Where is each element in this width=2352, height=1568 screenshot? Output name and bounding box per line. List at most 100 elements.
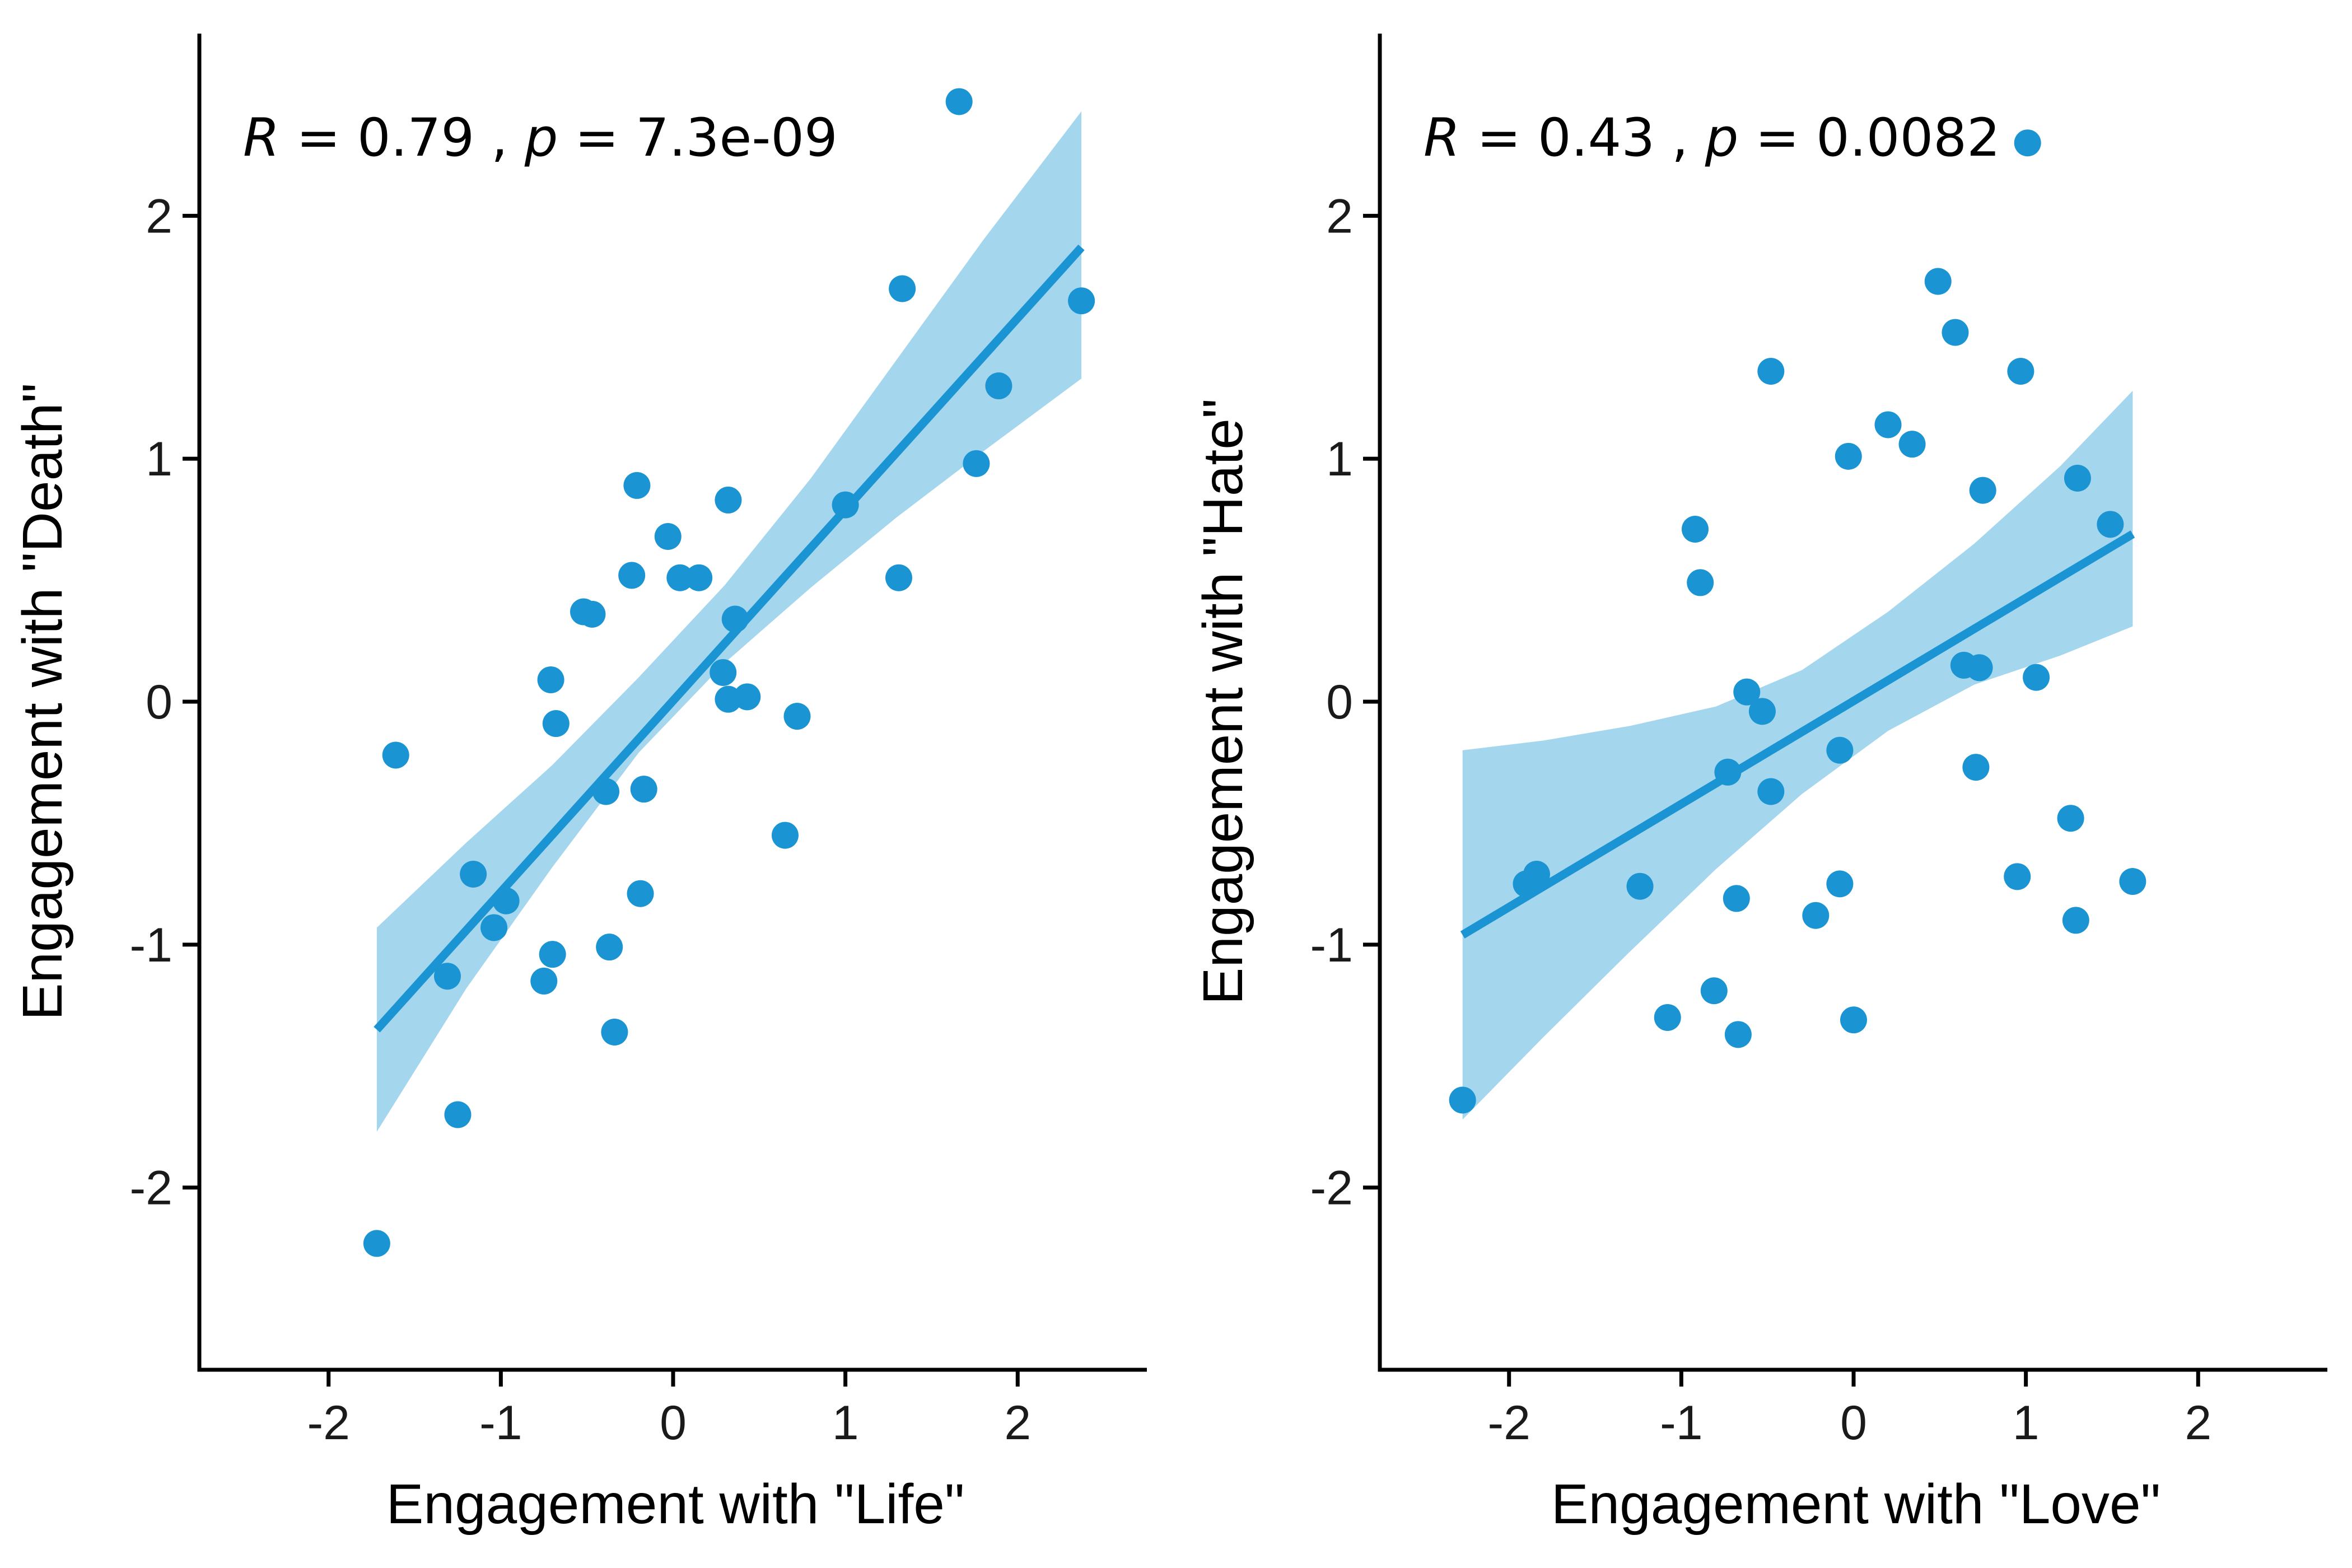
x-axis-title: Engagement with "Love" xyxy=(1551,1473,2160,1536)
data-point xyxy=(382,741,409,769)
p-label: p xyxy=(1705,108,1739,169)
data-point xyxy=(2007,358,2034,385)
x-tick-label: 2 xyxy=(2185,1396,2211,1450)
data-point xyxy=(2014,129,2041,157)
x-tick-label: 1 xyxy=(832,1396,859,1450)
x-tick-label: -2 xyxy=(1487,1396,1530,1450)
data-point xyxy=(1962,754,1990,781)
regression-line xyxy=(374,244,1085,1033)
data-point xyxy=(492,887,520,914)
data-point xyxy=(654,523,682,550)
y-tick-label: -2 xyxy=(130,1161,172,1215)
data-point xyxy=(1654,1004,1681,1031)
x-tick-label: 2 xyxy=(1004,1396,1031,1450)
data-point xyxy=(537,666,564,693)
data-point xyxy=(666,564,694,591)
data-point xyxy=(721,605,749,633)
data-point xyxy=(1449,1086,1476,1114)
data-point xyxy=(885,564,913,591)
data-point xyxy=(1523,861,1550,888)
data-point xyxy=(985,372,1012,400)
data-point xyxy=(1757,358,1785,385)
data-point xyxy=(1757,778,1785,805)
data-point xyxy=(771,822,799,849)
x-tick-label: -2 xyxy=(307,1396,349,1450)
data-point xyxy=(1898,431,1926,458)
confidence-band xyxy=(1462,390,2133,1120)
data-point xyxy=(601,1018,628,1046)
data-point xyxy=(1724,1021,1752,1048)
y-tick-label: 1 xyxy=(146,432,172,486)
panel-life-death: Engagement with "Death" Engagement with … xyxy=(11,34,1147,1536)
regression-line xyxy=(1460,530,2135,939)
data-point xyxy=(578,600,606,628)
data-point xyxy=(1714,758,1742,786)
y-tick-label: 0 xyxy=(1326,675,1353,729)
data-point xyxy=(480,914,508,941)
p-value: = 0.0082 xyxy=(1738,108,2000,169)
data-point xyxy=(734,683,761,711)
r-label: R xyxy=(243,108,279,169)
data-point xyxy=(1924,268,1952,295)
y-tick-label: 0 xyxy=(146,675,172,729)
data-point xyxy=(889,275,916,302)
data-point xyxy=(2064,464,2091,492)
data-point xyxy=(710,659,737,686)
data-point xyxy=(1626,872,1654,900)
x-tick-label: -1 xyxy=(479,1396,522,1450)
data-point xyxy=(2004,863,2031,890)
p-value: = 7.3e-09 xyxy=(558,108,837,169)
data-point xyxy=(2062,907,2089,934)
data-point xyxy=(618,562,646,589)
data-point xyxy=(1687,569,1714,596)
data-point xyxy=(783,703,811,730)
data-point xyxy=(685,564,713,591)
data-point xyxy=(1733,678,1761,706)
data-point xyxy=(530,967,558,995)
data-point xyxy=(1942,319,1969,346)
data-point xyxy=(627,880,654,907)
data-point xyxy=(1826,736,1854,764)
data-point xyxy=(2097,511,2124,538)
data-point xyxy=(1748,698,1776,725)
data-point xyxy=(945,88,973,115)
data-point xyxy=(715,486,742,514)
r-label: R xyxy=(1424,108,1460,169)
x-tick-label: -1 xyxy=(1660,1396,1702,1450)
y-tick-label: 1 xyxy=(1326,432,1353,486)
data-point xyxy=(363,1230,390,1257)
y-axis-title: Engagement with "Hate" xyxy=(1192,399,1254,1005)
data-point xyxy=(1840,1006,1867,1034)
r-value: = 0.43 , xyxy=(1460,108,1705,169)
data-point xyxy=(1826,870,1854,898)
data-point xyxy=(623,472,651,499)
data-point xyxy=(433,963,461,990)
data-point xyxy=(1723,885,1750,912)
data-point xyxy=(1802,902,1830,929)
data-point xyxy=(1700,977,1728,1005)
data-point xyxy=(963,450,990,477)
data-point xyxy=(539,941,566,968)
data-point xyxy=(2057,805,2084,832)
y-tick-label: 2 xyxy=(1326,189,1353,243)
data-point xyxy=(460,861,487,888)
data-point xyxy=(592,778,620,805)
data-point xyxy=(1966,654,1993,682)
correlation-annotation: R = 0.79 , p = 7.3e-09 xyxy=(243,108,838,169)
r-value: = 0.79 , xyxy=(279,108,524,169)
data-point xyxy=(1681,515,1709,543)
data-point xyxy=(832,491,859,519)
y-tick-label: -1 xyxy=(130,918,172,972)
data-point xyxy=(444,1101,472,1128)
p-label: p xyxy=(524,108,558,169)
x-tick-label: 0 xyxy=(660,1396,687,1450)
x-tick-label: 1 xyxy=(2013,1396,2040,1450)
panel-love-hate: Engagement with "Hate" Engagement with "… xyxy=(1192,34,2327,1536)
data-point xyxy=(2119,868,2146,895)
data-point xyxy=(596,934,623,961)
y-tick-label: 2 xyxy=(146,189,172,243)
x-axis-title: Engagement with "Life" xyxy=(386,1473,965,1536)
correlation-annotation: R = 0.43 , p = 0.0082 xyxy=(1424,108,2000,169)
data-point xyxy=(2023,664,2050,691)
